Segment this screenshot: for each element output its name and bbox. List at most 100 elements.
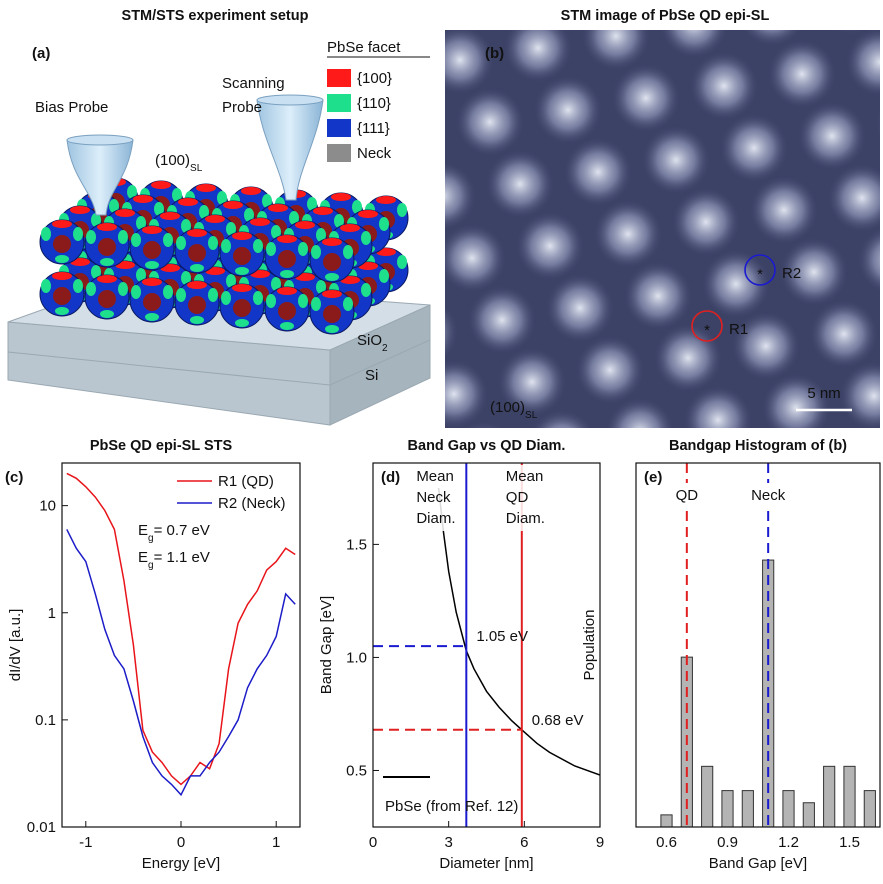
legend-swatch bbox=[327, 144, 351, 162]
qd-facet-110 bbox=[208, 236, 218, 250]
legend-label: {111} bbox=[357, 120, 390, 137]
x-tick-label: 0.9 bbox=[717, 834, 738, 851]
surface-label-main: (100) bbox=[490, 399, 525, 416]
qd-facet-110 bbox=[235, 319, 249, 327]
qd-facet-110 bbox=[131, 285, 141, 299]
qd-facet-110 bbox=[73, 279, 83, 293]
substrate-label: Si bbox=[365, 367, 378, 384]
qd-facet-100 bbox=[241, 187, 261, 195]
legend-swatch bbox=[327, 94, 351, 112]
stm-dot bbox=[642, 126, 710, 194]
stm-dot bbox=[408, 162, 476, 230]
histogram-bar bbox=[864, 791, 875, 827]
qd-facet-110 bbox=[86, 230, 96, 244]
legend-title: PbSe facet bbox=[327, 39, 401, 56]
qd-neck bbox=[188, 244, 206, 262]
scale-bar-label: 5 nm bbox=[807, 385, 840, 402]
legend-label: R2 (Neck) bbox=[218, 495, 286, 512]
qd-facet-110 bbox=[176, 288, 186, 302]
panel-label: (e) bbox=[644, 469, 662, 486]
panel-label: (c) bbox=[5, 469, 23, 486]
stm-dot bbox=[690, 52, 758, 120]
qd-facet-110 bbox=[86, 282, 96, 296]
stm-dot bbox=[552, 0, 620, 8]
histogram-bar bbox=[844, 766, 855, 827]
qd-facet-100 bbox=[187, 229, 207, 237]
qd-neck bbox=[323, 305, 341, 323]
reference-label: Diam. bbox=[416, 510, 455, 527]
stm-dot bbox=[870, 424, 883, 492]
qd-facet-110 bbox=[379, 217, 389, 231]
stm-dot bbox=[456, 88, 524, 156]
qd-neck bbox=[98, 238, 116, 256]
histogram-bar bbox=[722, 791, 733, 827]
reference-label: QD bbox=[676, 487, 699, 504]
stm-dot bbox=[534, 76, 602, 144]
probe-label: Bias Probe bbox=[35, 99, 108, 116]
qd-facet-110 bbox=[361, 283, 371, 297]
stm-dot bbox=[516, 212, 584, 280]
nanocrystal bbox=[310, 290, 354, 334]
legend-label: {110} bbox=[357, 95, 391, 112]
nanocrystal bbox=[265, 235, 309, 279]
nanocrystal bbox=[175, 281, 219, 325]
qd-facet-100 bbox=[376, 196, 396, 204]
annotation-rest: = 1.1 eV bbox=[154, 549, 210, 566]
nanocrystal bbox=[130, 278, 174, 322]
qd-neck bbox=[53, 287, 71, 305]
legend-label: Neck bbox=[357, 145, 392, 162]
qd-facet-110 bbox=[280, 322, 294, 330]
qd-facet-110 bbox=[55, 307, 69, 315]
qd-facet-100 bbox=[178, 198, 198, 206]
reference-label: 0.68 eV bbox=[532, 712, 584, 729]
stm-dot bbox=[594, 200, 662, 268]
stm-dot bbox=[132, 0, 200, 6]
stm-dot bbox=[474, 0, 542, 20]
axes-frame bbox=[62, 463, 300, 827]
x-tick-label: 9 bbox=[596, 834, 604, 851]
oxide-label-sub: 2 bbox=[382, 343, 388, 354]
x-axis-label: Band Gap [eV] bbox=[709, 855, 807, 872]
stm-dot bbox=[624, 262, 692, 330]
scanning-probe-top bbox=[257, 95, 323, 105]
qd-facet-100 bbox=[133, 195, 153, 203]
legend-swatch bbox=[327, 69, 351, 87]
qd-facet-110 bbox=[397, 203, 407, 217]
nanocrystal bbox=[175, 229, 219, 273]
stm-dot bbox=[192, 62, 260, 130]
qd-facet-100 bbox=[97, 223, 117, 231]
x-tick-label: 0.6 bbox=[656, 834, 677, 851]
x-tick-label: 0 bbox=[369, 834, 377, 851]
stm-dot bbox=[810, 300, 878, 368]
stm-dot bbox=[714, 448, 782, 516]
nanocrystal bbox=[85, 223, 129, 267]
qd-facet-110 bbox=[343, 245, 353, 259]
stm-dot bbox=[768, 40, 836, 108]
stm-dot bbox=[468, 286, 536, 354]
qd-facet-110 bbox=[190, 264, 204, 272]
oxide-label-main: SiO bbox=[357, 332, 382, 349]
surface-label: (100)SL bbox=[155, 152, 203, 174]
y-axis-label: Band Gap [eV] bbox=[318, 596, 335, 694]
surface-label-sub: SL bbox=[525, 410, 538, 421]
stm-dot bbox=[558, 472, 626, 540]
qd-facet-100 bbox=[151, 181, 171, 189]
qd-facet-100 bbox=[277, 235, 297, 243]
nanocrystal bbox=[40, 220, 84, 264]
qd-facet-110 bbox=[55, 255, 69, 263]
histogram-bar bbox=[783, 791, 794, 827]
reference-label: 1.05 eV bbox=[476, 628, 528, 645]
qd-facet-110 bbox=[221, 291, 231, 305]
site-marker: * bbox=[757, 266, 763, 283]
qd-neck bbox=[98, 290, 116, 308]
qd-facet-110 bbox=[253, 291, 263, 305]
probe-label: Probe bbox=[222, 99, 262, 116]
stm-dot bbox=[612, 64, 680, 132]
qd-facet-110 bbox=[311, 297, 321, 311]
qd-neck bbox=[53, 235, 71, 253]
qd-facet-110 bbox=[325, 325, 339, 333]
reference-label: Mean bbox=[506, 468, 544, 485]
qd-facet-110 bbox=[163, 233, 173, 247]
y-tick-label: 1 bbox=[48, 605, 56, 622]
qd-neck bbox=[143, 241, 161, 259]
